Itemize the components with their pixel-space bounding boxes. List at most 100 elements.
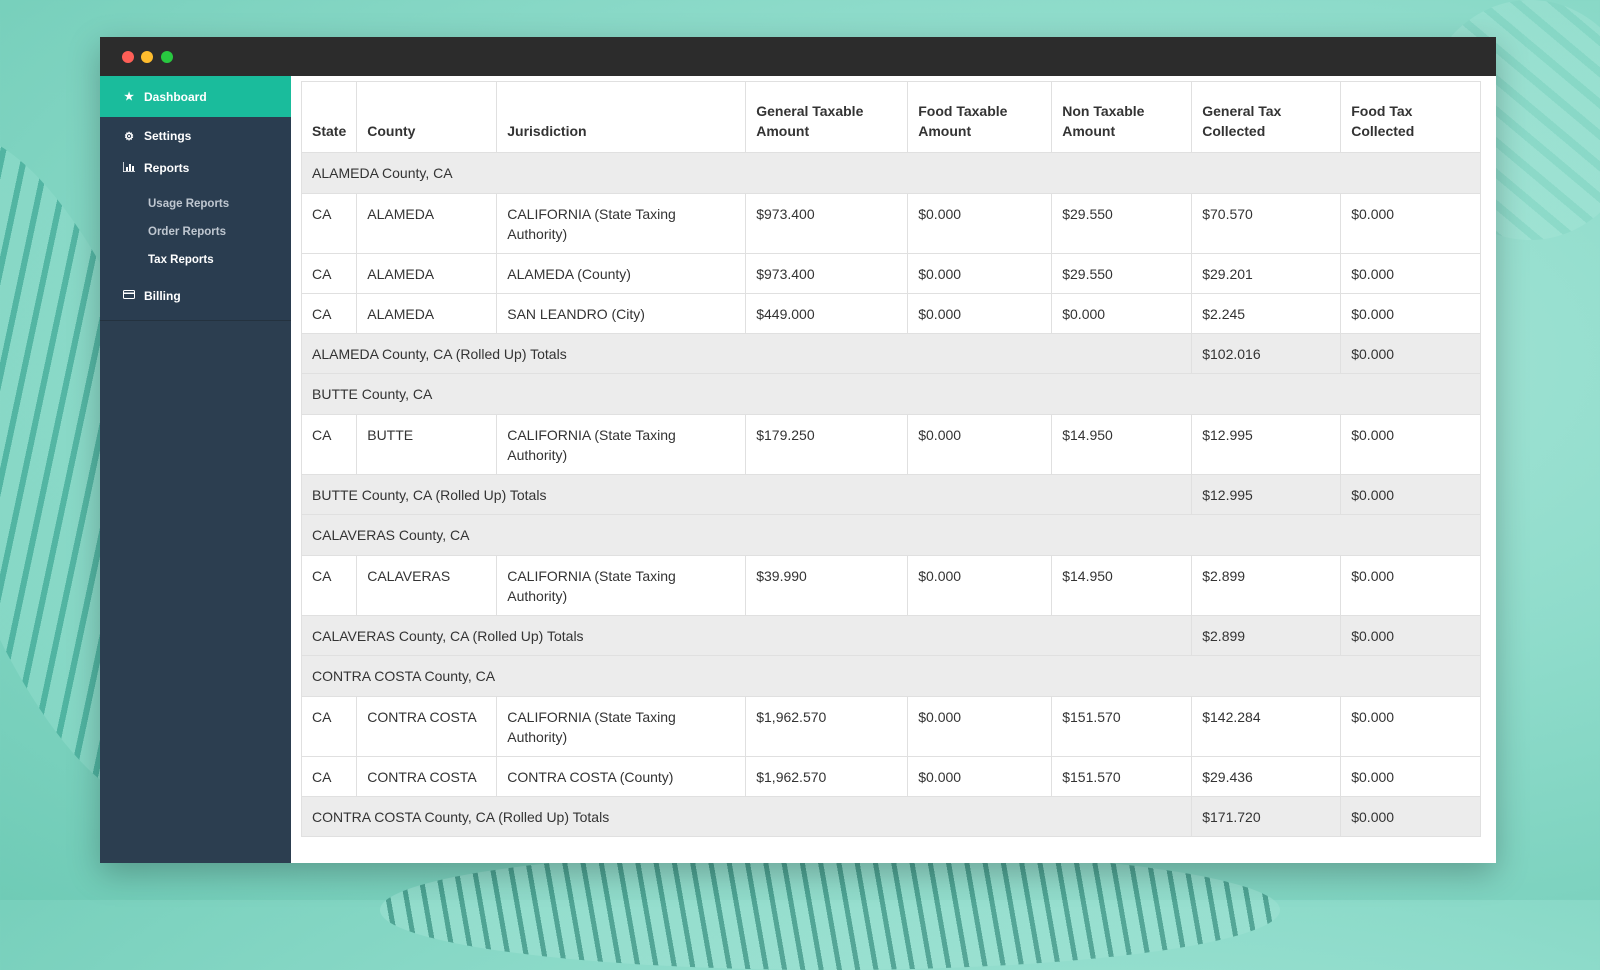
- table-row: CA CONTRA COSTA CONTRA COSTA (County) $1,96…: [300, 756, 1481, 797]
- column-header-food-taxable-amount[interactable]: Food Taxable Amount: [907, 81, 1053, 153]
- cell-general-taxable-amount: $449.000: [745, 293, 909, 334]
- table-body: ALAMEDA County, CA CA ALAMEDA CALIFORNIA (S…: [300, 152, 1481, 837]
- cell-general-tax-collected: $29.436: [1191, 756, 1342, 797]
- cell-state: CA: [300, 696, 358, 757]
- group-title: ALAMEDA County, CA: [301, 152, 1481, 194]
- cell-food-tax-collected: $0.000: [1340, 293, 1481, 334]
- cell-non-taxable-amount: $151.570: [1051, 756, 1193, 797]
- sidebar-subitem-order-reports[interactable]: Order Reports: [148, 226, 226, 238]
- cell-food-tax-collected: $0.000: [1340, 696, 1481, 757]
- star-icon: ★: [124, 91, 134, 103]
- minimize-window-button[interactable]: [141, 51, 153, 63]
- gear-icon: ⚙: [124, 130, 134, 143]
- group-total-general-tax: $102.016: [1191, 333, 1342, 374]
- cell-jurisdiction: CALIFORNIA (State Taxing Authority): [496, 696, 747, 757]
- group-header-row: BUTTE County, CA: [301, 373, 1481, 415]
- cell-county: CONTRA COSTA: [356, 696, 498, 757]
- cell-county: CONTRA COSTA: [356, 756, 498, 797]
- cell-general-tax-collected: $2.245: [1191, 293, 1342, 334]
- cell-general-taxable-amount: $1,962.570: [745, 696, 909, 757]
- group-total-row: CALAVERAS County, CA (Rolled Up) Totals $…: [300, 615, 1481, 656]
- cell-food-taxable-amount: $0.000: [907, 696, 1053, 757]
- cell-jurisdiction: CALIFORNIA (State Taxing Authority): [496, 414, 747, 475]
- group-total-row: BUTTE County, CA (Rolled Up) Totals $12.9…: [300, 474, 1481, 515]
- close-window-button[interactable]: [122, 51, 134, 63]
- sidebar-item-billing[interactable]: Billing: [100, 280, 291, 312]
- group-total-label: ALAMEDA County, CA (Rolled Up) Totals: [300, 333, 1193, 374]
- cell-general-taxable-amount: $973.400: [745, 253, 909, 294]
- maximize-window-button[interactable]: [161, 51, 173, 63]
- cell-state: CA: [300, 414, 358, 475]
- sidebar-item-settings[interactable]: ⚙ Settings: [100, 120, 291, 152]
- cell-jurisdiction: ALAMEDA (County): [496, 253, 747, 294]
- cell-jurisdiction: CALIFORNIA (State Taxing Authority): [496, 193, 747, 254]
- group-header-row: CALAVERAS County, CA: [301, 514, 1481, 556]
- group-total-row: ALAMEDA County, CA (Rolled Up) Totals $10…: [300, 333, 1481, 374]
- cell-general-taxable-amount: $39.990: [745, 555, 909, 616]
- group-total-label: BUTTE County, CA (Rolled Up) Totals: [300, 474, 1193, 515]
- table-row: CA ALAMEDA CALIFORNIA (State Taxing Author…: [300, 193, 1481, 254]
- column-header-state[interactable]: State: [300, 81, 358, 153]
- group-total-label: CONTRA COSTA County, CA (Rolled Up) Tota…: [300, 796, 1193, 837]
- table-row: CA CONTRA COSTA CALIFORNIA (State Taxing A…: [300, 696, 1481, 757]
- group-title: CONTRA COSTA County, CA: [301, 655, 1481, 697]
- cell-jurisdiction: SAN LEANDRO (City): [496, 293, 747, 334]
- table-row: CA ALAMEDA ALAMEDA (County) $973.400 $0.000 $…: [300, 253, 1481, 294]
- sidebar-item-dashboard[interactable]: ★ Dashboard: [100, 76, 291, 117]
- cell-state: CA: [300, 756, 358, 797]
- cell-food-taxable-amount: $0.000: [907, 293, 1053, 334]
- cell-state: CA: [300, 555, 358, 616]
- cell-general-tax-collected: $12.995: [1191, 414, 1342, 475]
- tax-report-table: State County Jurisdiction General Taxabl…: [300, 81, 1481, 837]
- column-header-non-taxable-amount[interactable]: Non Taxable Amount: [1051, 81, 1193, 153]
- sidebar: ★ Dashboard ⚙ Settings Reports Usage Rep…: [100, 76, 291, 863]
- cell-county: ALAMEDA: [356, 293, 498, 334]
- group-total-food-tax: $0.000: [1340, 615, 1481, 656]
- cell-county: BUTTE: [356, 414, 498, 475]
- cell-jurisdiction: CONTRA COSTA (County): [496, 756, 747, 797]
- sidebar-item-label: Reports: [144, 161, 190, 175]
- background-leaf: [380, 850, 1280, 970]
- cell-state: CA: [300, 253, 358, 294]
- group-total-row: CONTRA COSTA County, CA (Rolled Up) Tota…: [300, 796, 1481, 837]
- cell-non-taxable-amount: $29.550: [1051, 253, 1193, 294]
- sidebar-item-label: Billing: [144, 289, 181, 303]
- window-titlebar: [100, 37, 1496, 76]
- sidebar-item-reports[interactable]: Reports: [100, 152, 291, 184]
- column-header-jurisdiction[interactable]: Jurisdiction: [496, 81, 747, 153]
- cell-non-taxable-amount: $14.950: [1051, 414, 1193, 475]
- group-total-general-tax: $171.720: [1191, 796, 1342, 837]
- group-title: BUTTE County, CA: [301, 373, 1481, 415]
- column-header-county[interactable]: County: [356, 81, 498, 153]
- sidebar-item-label: Dashboard: [144, 89, 207, 104]
- group-total-food-tax: $0.000: [1340, 796, 1481, 837]
- cell-general-tax-collected: $29.201: [1191, 253, 1342, 294]
- group-title: CALAVERAS County, CA: [301, 514, 1481, 556]
- cell-food-taxable-amount: $0.000: [907, 555, 1053, 616]
- cell-food-tax-collected: $0.000: [1340, 193, 1481, 254]
- sidebar-subitem-tax-reports[interactable]: Tax Reports: [148, 254, 214, 266]
- cell-food-taxable-amount: $0.000: [907, 756, 1053, 797]
- cell-non-taxable-amount: $151.570: [1051, 696, 1193, 757]
- bar-chart-icon: [122, 161, 136, 175]
- cell-food-tax-collected: $0.000: [1340, 756, 1481, 797]
- group-total-food-tax: $0.000: [1340, 474, 1481, 515]
- column-header-food-tax-collected[interactable]: Food Tax Collected: [1340, 81, 1481, 153]
- cell-non-taxable-amount: $14.950: [1051, 555, 1193, 616]
- cell-state: CA: [300, 193, 358, 254]
- cell-food-tax-collected: $0.000: [1340, 555, 1481, 616]
- sidebar-subitem-usage-reports[interactable]: Usage Reports: [148, 198, 230, 210]
- cell-food-taxable-amount: $0.000: [907, 253, 1053, 294]
- main-content: State County Jurisdiction General Taxabl…: [291, 76, 1496, 863]
- app-window: ★ Dashboard ⚙ Settings Reports Usage Rep…: [100, 37, 1496, 863]
- group-header-row: ALAMEDA County, CA: [301, 152, 1481, 194]
- credit-card-icon: [122, 290, 136, 302]
- cell-general-taxable-amount: $973.400: [745, 193, 909, 254]
- cell-general-tax-collected: $70.570: [1191, 193, 1342, 254]
- column-header-general-taxable-amount[interactable]: General Taxable Amount: [745, 81, 909, 153]
- cell-general-taxable-amount: $179.250: [745, 414, 909, 475]
- cell-state: CA: [300, 293, 358, 334]
- cell-county: ALAMEDA: [356, 193, 498, 254]
- column-header-general-tax-collected[interactable]: General Tax Collected: [1191, 81, 1342, 153]
- cell-county: CALAVERAS: [356, 555, 498, 616]
